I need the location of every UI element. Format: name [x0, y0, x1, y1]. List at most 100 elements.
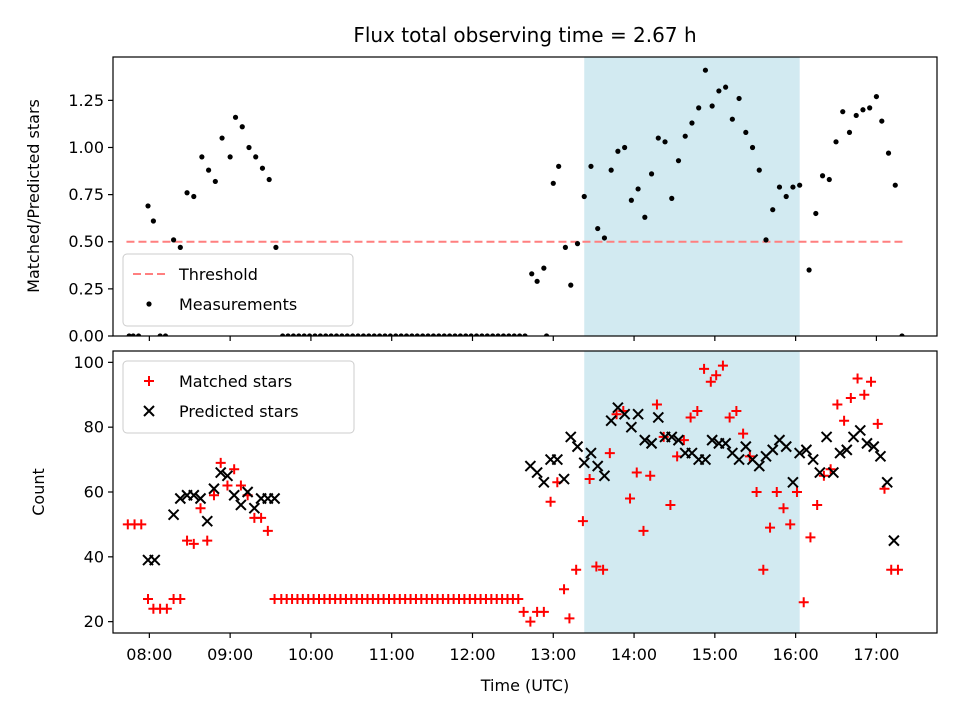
- matched-star-point: [731, 405, 742, 416]
- predicted-star-point: [874, 450, 887, 463]
- measurement-point: [689, 120, 695, 126]
- predicted-star-point: [215, 466, 227, 479]
- ratio-y-tick-label: 0.00: [68, 327, 104, 346]
- measurement-point: [306, 333, 313, 336]
- predicted-star-point: [719, 437, 732, 450]
- measurement-point: [806, 267, 812, 273]
- measurement-point: [441, 333, 447, 336]
- count-y-axis-label: Count: [29, 468, 48, 516]
- matched-star-point: [591, 561, 602, 572]
- predicted-star-point: [571, 440, 584, 453]
- legend-measurements-swatch: [146, 301, 152, 307]
- chart-title: Flux total observing time = 2.67 h: [353, 23, 696, 47]
- matched-star-point: [685, 412, 696, 423]
- measurement-point: [783, 193, 789, 200]
- ratio-plot-area: [126, 57, 905, 336]
- measurement-point: [813, 210, 819, 217]
- measurement-point: [371, 333, 377, 336]
- predicted-star-point: [174, 492, 187, 505]
- measurement-point: [628, 197, 634, 203]
- measurement-point: [776, 184, 783, 190]
- count-plot-area: [122, 351, 903, 633]
- measurement-point: [232, 114, 239, 120]
- matched-star-point: [765, 522, 776, 533]
- measurement-point: [669, 195, 675, 201]
- measurement-point: [709, 103, 715, 109]
- observing-window-span: [584, 57, 800, 336]
- predicted-star-point: [201, 515, 213, 527]
- measurement-point: [550, 180, 556, 186]
- ratio-series-measurements: [126, 67, 905, 336]
- predicted-star-point: [221, 470, 234, 482]
- predicted-star-point: [793, 447, 806, 459]
- measurement-point: [736, 95, 742, 102]
- predicted-star-point: [235, 499, 247, 511]
- matched-star-point: [651, 399, 662, 410]
- predicted-star-point: [591, 460, 604, 472]
- ratio-legend-box: [122, 253, 354, 327]
- matched-star-point: [791, 487, 802, 497]
- measurement-point: [675, 158, 682, 164]
- legend-label: Measurements: [179, 295, 297, 314]
- matched-star-point: [872, 418, 883, 429]
- count-series-matched-stars: [122, 360, 903, 627]
- matched-star-point: [571, 564, 582, 575]
- legend-label: Predicted stars: [179, 402, 299, 421]
- x-tick-label: 10:00: [288, 645, 334, 664]
- measurement-point: [135, 333, 142, 336]
- predicted-star-point: [538, 476, 550, 488]
- measurement-point: [382, 333, 388, 336]
- ratio-legend: Threshold Measurements: [122, 253, 354, 327]
- predicted-star-point: [807, 453, 819, 466]
- predicted-star-point: [753, 460, 765, 472]
- predicted-star-point: [551, 453, 564, 466]
- matched-star-point: [584, 474, 595, 485]
- ratio-y-tick-label: 1.25: [68, 91, 104, 110]
- measurement-point: [355, 333, 361, 336]
- measurement-point: [749, 144, 756, 151]
- predicted-star-point: [706, 434, 718, 446]
- measurement-point: [840, 109, 846, 115]
- measurement-point: [860, 107, 866, 113]
- predicted-star-point: [800, 444, 813, 456]
- matched-star-point: [859, 389, 870, 400]
- predicted-star-point: [188, 489, 200, 501]
- measurement-point: [285, 333, 291, 336]
- matched-star-point: [202, 535, 213, 546]
- predicted-star-point: [666, 431, 678, 443]
- legend-label: Matched stars: [179, 372, 292, 391]
- x-tick-label: 16:00: [773, 645, 819, 664]
- matched-star-point: [665, 499, 676, 510]
- measurement-point: [126, 333, 132, 336]
- measurement-point: [556, 163, 562, 169]
- predicted-star-point: [228, 489, 240, 501]
- x-tick-label: 08:00: [126, 645, 172, 664]
- measurement-point: [212, 178, 218, 185]
- predicted-star-point: [861, 437, 873, 450]
- x-tick-label: 11:00: [369, 645, 415, 664]
- matched-star-point: [222, 480, 233, 491]
- matched-star-point: [758, 564, 769, 575]
- measurement-point: [892, 182, 898, 188]
- matched-star-point: [738, 428, 749, 439]
- measurement-point: [350, 333, 356, 336]
- matched-star-point: [832, 399, 843, 410]
- measurement-point: [339, 333, 345, 336]
- measurement-point: [227, 154, 233, 160]
- measurement-point: [529, 271, 535, 277]
- measurement-point: [414, 333, 420, 336]
- predicted-star-point: [733, 453, 745, 466]
- predicted-star-point: [268, 492, 281, 505]
- count-y-tick-label: 20: [84, 612, 104, 631]
- predicted-star-point: [827, 466, 840, 479]
- matched-star-point: [235, 480, 246, 491]
- x-tick-label: 09:00: [207, 645, 253, 664]
- measurement-point: [457, 333, 463, 336]
- measurement-point: [495, 333, 501, 336]
- measurement-point: [790, 184, 796, 190]
- count-panel: Count Time (UTC) 20 40 60 80 100 08:00 09:00 10…: [29, 350, 938, 695]
- measurement-point: [436, 333, 442, 336]
- matched-star-point: [812, 499, 823, 510]
- matched-star-point: [724, 412, 735, 423]
- measurement-point: [756, 167, 762, 173]
